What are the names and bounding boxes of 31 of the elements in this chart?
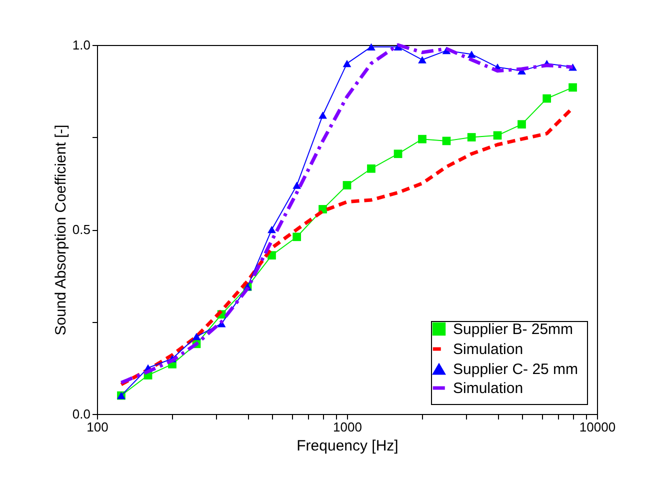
x-tick-label: 100 [86, 420, 108, 434]
point [467, 50, 476, 58]
point [418, 134, 426, 144]
point [568, 83, 577, 92]
point [542, 94, 552, 103]
point [394, 150, 402, 158]
y-axis-title: Sound Absorption Coefficient [-] [52, 124, 70, 336]
point [342, 181, 352, 190]
y-tick-label: 0.0 [72, 406, 90, 422]
x-tick-label: 1000 [333, 420, 362, 434]
y-tick-label: 0.5 [72, 222, 90, 237]
point [467, 133, 476, 142]
point [442, 136, 451, 146]
point [192, 332, 201, 340]
legend-label: Simulation [453, 341, 524, 358]
point [342, 60, 352, 68]
point [292, 182, 302, 189]
y-tick-label: 1.0 [72, 38, 90, 52]
point [493, 131, 502, 140]
point [268, 226, 276, 234]
point [418, 56, 426, 64]
point [367, 164, 376, 173]
x-axis-title: Frequency [Hz] [296, 438, 398, 454]
point [292, 232, 302, 242]
legend-label: Simulation [453, 380, 524, 397]
point [518, 120, 526, 129]
legend-label: Supplier B- 25mm [453, 321, 574, 338]
legend-label: Supplier C- 25 mm [453, 361, 578, 378]
x-tick-label: 10000 [579, 420, 616, 434]
point [367, 43, 376, 50]
point [318, 111, 327, 119]
